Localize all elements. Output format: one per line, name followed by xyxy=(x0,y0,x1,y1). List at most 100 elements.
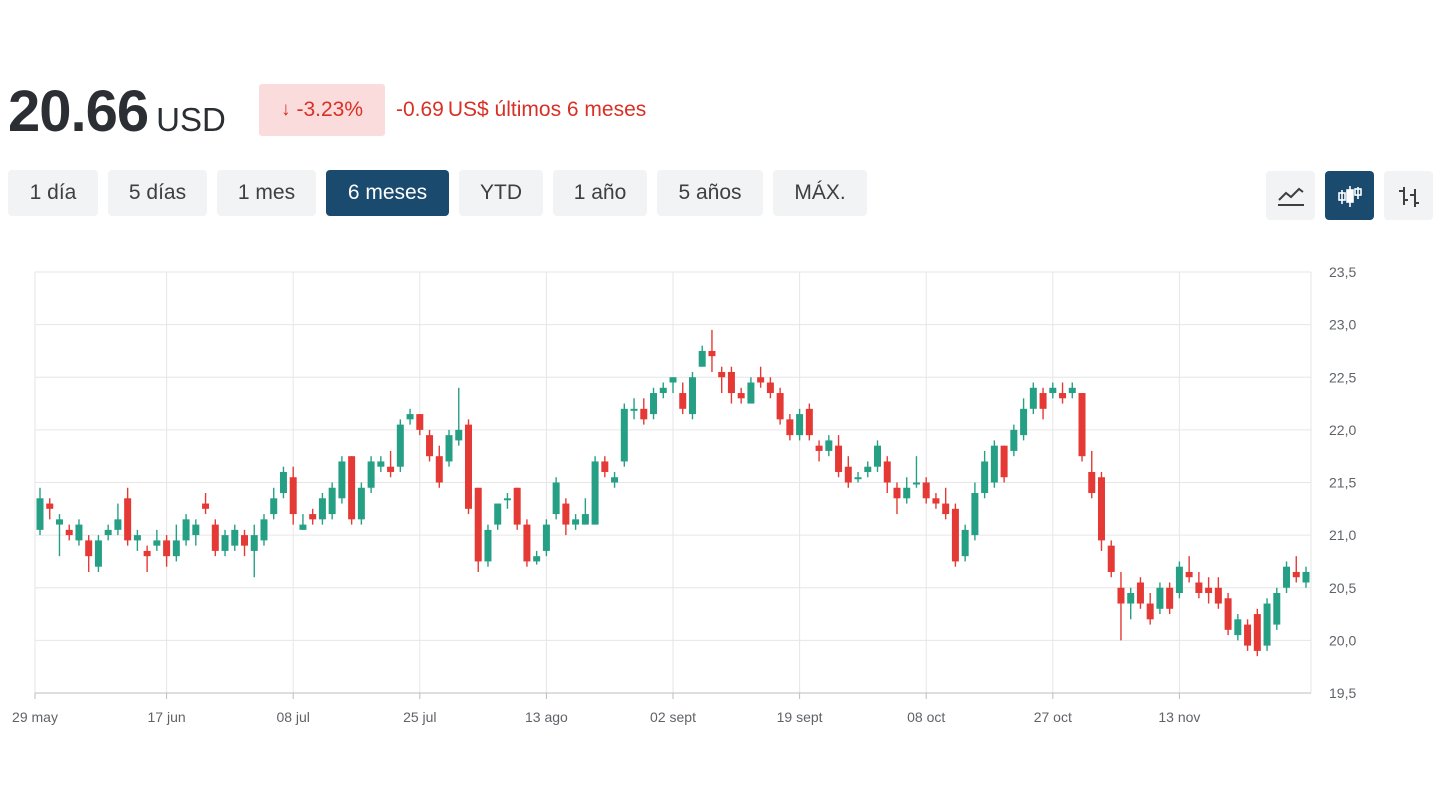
candle xyxy=(36,487,44,536)
candle xyxy=(1097,471,1105,551)
x-axis: 29 may 17 jun 08 jul 25 jul 13 ago 02 sept 19 … xyxy=(12,692,1311,725)
candle-body xyxy=(1166,587,1174,609)
candle-body xyxy=(961,529,969,557)
candle-body xyxy=(299,524,307,530)
y-tick-label: 23,5 xyxy=(1329,264,1356,280)
candle-body xyxy=(1244,624,1252,646)
candle xyxy=(971,482,979,541)
candle-body xyxy=(747,382,755,404)
line-chart-button[interactable] xyxy=(1266,171,1315,220)
candle xyxy=(747,377,755,404)
candle xyxy=(601,456,609,478)
candle-body xyxy=(55,519,63,525)
candle xyxy=(1292,556,1300,583)
candle xyxy=(114,503,122,536)
range-5-days-button[interactable]: 5 días xyxy=(108,170,207,216)
candle-body xyxy=(835,445,843,472)
candle xyxy=(503,493,511,509)
candle-body xyxy=(990,445,998,483)
candle-body xyxy=(922,482,930,499)
candle xyxy=(815,440,823,462)
candle xyxy=(835,435,843,478)
x-tick-label: 25 jul xyxy=(403,709,436,725)
candle-body xyxy=(523,524,531,562)
candle xyxy=(1263,598,1271,651)
candle-body xyxy=(650,393,658,415)
y-tick-label: 20,5 xyxy=(1329,580,1356,596)
candle xyxy=(1039,387,1047,420)
candle-body xyxy=(46,503,54,509)
candle xyxy=(903,477,911,504)
candle-body xyxy=(1273,593,1281,625)
candle xyxy=(85,535,93,572)
range-ytd-button[interactable]: YTD xyxy=(459,170,543,216)
candle xyxy=(893,482,901,515)
candle-body xyxy=(367,461,375,488)
candle-body xyxy=(484,529,492,562)
range-1-year-button[interactable]: 1 año xyxy=(553,170,647,216)
candle-body xyxy=(1020,408,1028,436)
candle xyxy=(55,514,63,557)
candle-body xyxy=(406,414,414,420)
candle xyxy=(270,487,278,520)
y-axis: 23,5 23,0 22,5 22,0 21,5 21,0 20,5 20,0 19,5 xyxy=(1329,264,1356,701)
candle xyxy=(338,456,346,504)
candle xyxy=(1166,582,1174,615)
candle-body xyxy=(1000,445,1008,478)
line-chart-icon xyxy=(1277,187,1304,206)
y-tick-label: 22,0 xyxy=(1329,422,1356,438)
candle xyxy=(688,371,696,420)
candle-body xyxy=(698,350,706,367)
candle-body xyxy=(338,461,346,499)
candle-body xyxy=(1175,566,1183,594)
candle xyxy=(143,545,151,572)
candle xyxy=(1175,561,1183,599)
range-1-day-button[interactable]: 1 día xyxy=(8,170,98,216)
candle-body xyxy=(221,535,229,551)
candle xyxy=(1029,382,1037,415)
candle-body xyxy=(981,461,989,494)
candle-body xyxy=(503,498,511,501)
candle-body xyxy=(533,556,541,562)
candle xyxy=(727,366,735,404)
candle xyxy=(844,456,852,488)
candle-body xyxy=(318,498,326,520)
candle-body xyxy=(1107,545,1115,572)
candle-body xyxy=(883,461,891,483)
candle-body xyxy=(1010,429,1018,451)
candle-body xyxy=(1263,603,1271,646)
ohlc-bars-button[interactable] xyxy=(1384,171,1433,220)
candle xyxy=(182,514,190,546)
candle-body xyxy=(805,408,813,436)
x-tick-label: 27 oct xyxy=(1034,709,1072,725)
candle xyxy=(581,498,589,525)
candle-body xyxy=(309,514,317,520)
chart-candles xyxy=(36,329,1310,657)
candle xyxy=(854,471,862,483)
candle xyxy=(1205,577,1213,604)
price-quote: 20.66 USD xyxy=(8,78,226,145)
candle-body xyxy=(202,503,210,509)
range-max-button[interactable]: MÁX. xyxy=(773,170,867,216)
arrow-down-icon: ↓ xyxy=(280,99,291,120)
candle-body xyxy=(912,482,920,485)
candle xyxy=(737,387,745,404)
range-6-months-button[interactable]: 6 meses xyxy=(326,170,449,216)
candle-body xyxy=(1117,587,1125,604)
candle-body xyxy=(1049,387,1057,394)
candle-body xyxy=(289,477,297,515)
candle-body xyxy=(377,461,385,467)
candlestick-chart-button[interactable] xyxy=(1325,171,1374,220)
candle xyxy=(396,419,404,472)
range-1-month-button[interactable]: 1 mes xyxy=(217,170,316,216)
candle xyxy=(1185,556,1193,583)
candlestick-chart[interactable]: 23,5 23,0 22,5 22,0 21,5 21,0 20,5 20,0 19,5 29 … xyxy=(0,260,1440,740)
candle-body xyxy=(231,529,239,546)
range-5-years-button[interactable]: 5 años xyxy=(657,170,763,216)
candle xyxy=(961,524,969,562)
candle xyxy=(805,403,813,441)
candle-body xyxy=(328,487,336,515)
candle xyxy=(864,461,872,478)
candle xyxy=(279,466,287,499)
candle xyxy=(659,382,667,399)
